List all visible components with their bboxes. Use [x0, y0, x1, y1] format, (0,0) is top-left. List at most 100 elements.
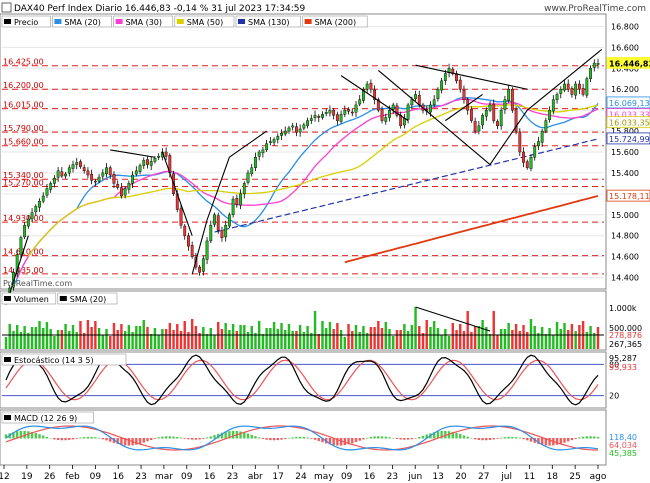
volume-bar [526, 332, 529, 349]
candle [295, 122, 298, 137]
badge-box [606, 189, 650, 202]
macd-histogram-bar [559, 438, 562, 444]
legend-box [113, 15, 174, 28]
candle [496, 119, 499, 130]
candle [120, 182, 123, 199]
macd-histogram-bar [187, 438, 190, 440]
volume-bar [224, 323, 227, 349]
macd-histogram-bar [462, 435, 466, 439]
candle [507, 84, 511, 103]
candle [574, 81, 578, 100]
candle-body [347, 109, 350, 112]
legend-item: SMA (20) [52, 15, 112, 28]
volume-bar [570, 324, 574, 349]
legend-label: SMA (20) [70, 295, 106, 304]
legend-swatch [4, 19, 11, 24]
macd-histogram-bar [395, 438, 399, 440]
legend-swatch [4, 415, 11, 420]
macd-histogram-bar [250, 434, 253, 439]
expand-icon[interactable] [1, 2, 12, 13]
candle-body [373, 89, 377, 100]
volume-bar [593, 333, 596, 349]
volume-bar [362, 326, 365, 349]
candle-body [388, 109, 391, 118]
macd-histogram-bar [485, 438, 488, 441]
macd-histogram-bar [369, 436, 373, 439]
price-tick-label: 15.800 [611, 127, 639, 136]
candle-body [343, 109, 347, 115]
macd-histogram-bar [503, 437, 507, 439]
candle [45, 184, 49, 198]
macd-histogram-bar [276, 438, 280, 441]
volume-bar [27, 333, 30, 349]
candle-body [19, 237, 23, 255]
macd-histogram-bar [64, 438, 67, 441]
candle [577, 80, 581, 94]
volume-bar [64, 324, 67, 349]
trendline [161, 151, 193, 236]
volume-bar [250, 326, 253, 349]
volume-bar [120, 324, 123, 349]
level-label: 14.435,00 [3, 266, 44, 275]
volume-bar [410, 325, 414, 349]
candle-body [220, 230, 224, 238]
price-legend: Precio SMA (20) SMA (30) SMA (50) SMA (130) S… [1, 15, 368, 28]
candle [522, 147, 525, 168]
stoch-panel [0, 351, 607, 409]
macd-histogram-bar [455, 432, 458, 439]
macd-histogram-bar [470, 437, 473, 439]
candle-body [239, 193, 242, 206]
date-axis: 12 19 26 feb 09 16 23 mar 09 16 23 abr 17 24 may 09 16 23… [0, 465, 607, 482]
macd-histogram-bar [563, 438, 566, 443]
candle-body [235, 198, 239, 205]
legend-label: Volumen [14, 295, 49, 304]
candle-body [205, 240, 209, 260]
trendline [445, 94, 483, 122]
macd-histogram-bar [135, 438, 138, 445]
macd-histogram-bar [522, 438, 525, 440]
legend-box [1, 353, 127, 366]
trendline [526, 49, 603, 111]
candle-body [45, 188, 49, 196]
macd-histogram-bar [540, 438, 544, 445]
volume-bar [365, 333, 369, 349]
macd-histogram-bar [38, 434, 41, 439]
candle [462, 85, 466, 104]
candle-body [440, 80, 444, 91]
price-badge: 16.069,13 [606, 96, 650, 109]
macd-histogram-bar [593, 436, 596, 439]
volume-badge: 267,365 [609, 340, 642, 349]
macd-histogram-bar [384, 436, 387, 439]
candle-body [555, 94, 559, 100]
candle [559, 86, 563, 99]
badge-box [606, 116, 650, 129]
date-tick-label: 12 [0, 472, 10, 482]
macd-histogram-bar [332, 438, 335, 446]
legend-box [1, 15, 51, 28]
macd-histogram-bar [45, 436, 49, 439]
candle-body [26, 218, 30, 227]
macd-histogram-bar [23, 430, 26, 439]
candle [469, 106, 473, 123]
volume-bar [138, 326, 142, 349]
candle-body [458, 79, 462, 90]
volume-bar [4, 337, 8, 349]
volume-bar [529, 319, 533, 349]
macd-histogram-bar [451, 431, 455, 439]
legend-box [1, 292, 57, 305]
volume-bar [459, 324, 462, 349]
volume-legend: Volumen SMA (20) [1, 292, 118, 305]
legend-box [57, 292, 118, 305]
macd-histogram-bar [179, 437, 183, 439]
macd-histogram-bar [97, 437, 101, 439]
volume-bar [284, 330, 287, 349]
macd-histogram-bar [168, 436, 172, 439]
candle [335, 111, 339, 126]
candle-body [313, 115, 317, 118]
volume-bar [574, 331, 577, 349]
macd-lines [4, 425, 600, 451]
legend-swatch [54, 19, 62, 24]
volume-bar [514, 324, 518, 349]
badge-box [606, 132, 650, 145]
legend-swatch [4, 357, 11, 362]
